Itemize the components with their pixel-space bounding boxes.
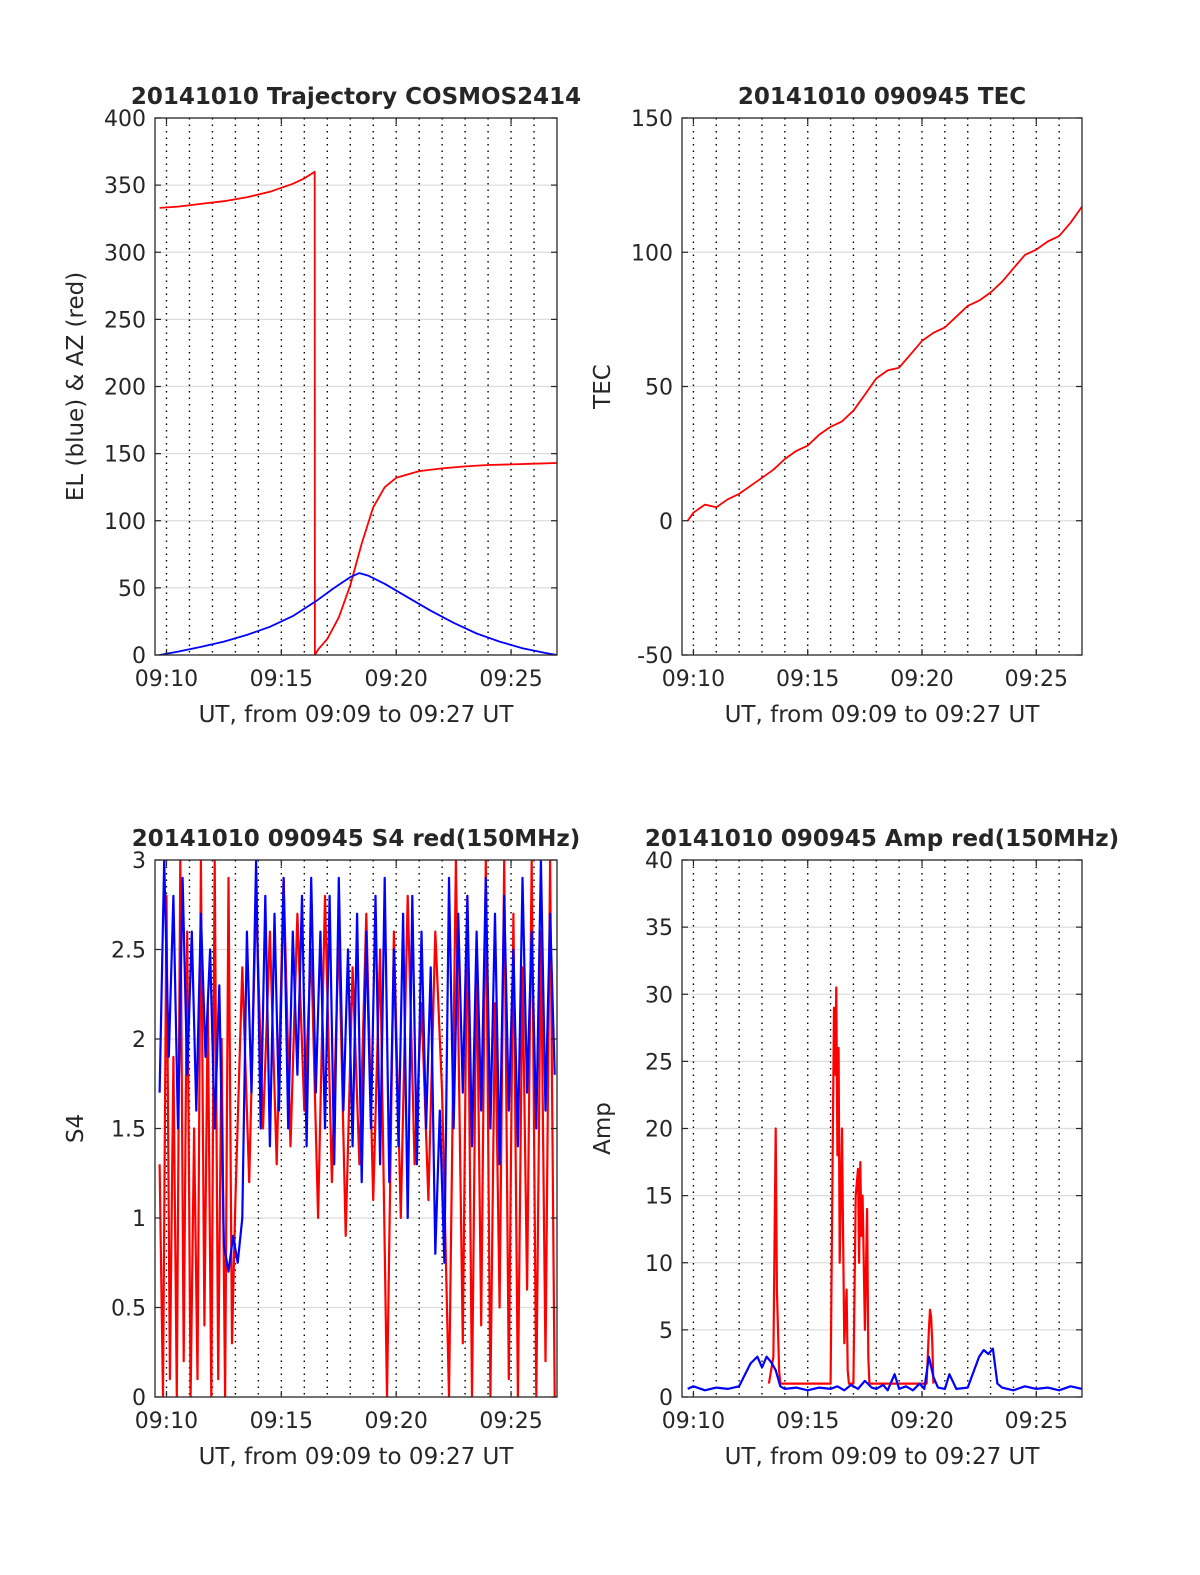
x-axis-label: UT, from 09:09 to 09:27 UT (199, 1444, 515, 1470)
x-tick-label: 09:10 (662, 1409, 725, 1434)
x-tick-label: 09:20 (364, 1409, 427, 1434)
series-line-2 (687, 1347, 1082, 1392)
x-axis-label: UT, from 09:09 to 09:27 UT (199, 702, 515, 728)
y-tick-label: 2 (132, 1028, 146, 1053)
x-tick-label: 09:15 (776, 667, 839, 692)
chart-title: 20141010 090945 TEC (738, 84, 1026, 110)
chart-title: 20141010 090945 S4 red(150MHz) (132, 826, 581, 852)
series-line-2 (158, 860, 556, 1273)
x-tick-label: 09:25 (479, 1409, 542, 1434)
y-tick-label: 25 (645, 1050, 673, 1075)
y-tick-label: 3 (132, 849, 146, 874)
x-tick-label: 09:15 (776, 1409, 839, 1434)
y-axis-label: Amp (590, 1102, 616, 1155)
x-axis-label: UT, from 09:09 to 09:27 UT (725, 702, 1041, 728)
y-tick-label: 150 (104, 443, 146, 468)
chart-panel-3: 0 0.5 1 1.5 2 2.5 3 09:10 09:15 09:20 09:25 2014101… (63, 826, 580, 1470)
x-tick-label: 09:20 (890, 667, 953, 692)
y-tick-label: 10 (645, 1252, 673, 1277)
y-tick-label: 150 (631, 107, 673, 132)
y-tick-label: 350 (104, 174, 146, 199)
series-line-1 (159, 170, 557, 655)
y-tick-label: 30 (645, 983, 673, 1008)
y-tick-label: -50 (637, 644, 673, 669)
y-tick-label: 0 (659, 510, 673, 535)
x-tick-label: 09:10 (135, 1409, 198, 1434)
y-tick-label: 50 (645, 376, 673, 401)
y-tick-label: 20 (645, 1118, 673, 1143)
y-tick-label: 35 (645, 916, 673, 941)
y-axis-label: S4 (63, 1114, 89, 1143)
x-tick-label: 09:15 (250, 667, 313, 692)
y-tick-label: 400 (104, 107, 146, 132)
y-tick-label: 100 (631, 241, 673, 266)
y-tick-label: 2.5 (111, 939, 146, 964)
y-tick-label: 200 (104, 376, 146, 401)
x-tick-label: 09:10 (135, 667, 198, 692)
y-tick-label: 1 (132, 1207, 146, 1232)
chart-title: 20141010 Trajectory COSMOS2414 (131, 84, 581, 110)
x-tick-label: 09:25 (479, 667, 542, 692)
x-tick-label: 09:25 (1005, 667, 1068, 692)
y-tick-label: 0 (132, 644, 146, 669)
chart-title: 20141010 090945 Amp red(150MHz) (645, 826, 1119, 852)
y-tick-label: 100 (104, 510, 146, 535)
chart-panel-1: 0 50 100 150 200 250 300 350 400 09:10 09:15 09:20 0… (63, 84, 581, 728)
y-tick-label: 0.5 (111, 1297, 146, 1322)
y-tick-label: 250 (104, 308, 146, 333)
chart-panel-2: -50 0 50 100 150 09:10 09:15 09:20 09:25 20141010… (590, 84, 1083, 728)
series-line-2 (159, 572, 557, 655)
y-tick-label: 0 (132, 1386, 146, 1411)
x-tick-label: 09:20 (364, 667, 427, 692)
x-tick-label: 09:15 (250, 1409, 313, 1434)
x-axis-label: UT, from 09:09 to 09:27 UT (725, 1444, 1041, 1470)
x-tick-label: 09:25 (1005, 1409, 1068, 1434)
y-tick-label: 300 (104, 241, 146, 266)
x-tick-label: 09:20 (890, 1409, 953, 1434)
chart-panel-4: 0 5 10 15 20 25 30 35 40 09:10 09:15 09:20 09:25 2014… (590, 826, 1119, 1470)
y-tick-label: 40 (645, 849, 673, 874)
y-tick-label: 50 (118, 577, 146, 602)
series-line-1 (686, 206, 1082, 522)
y-axis-label: TEC (590, 364, 616, 410)
x-tick-label: 09:10 (662, 667, 725, 692)
y-tick-label: 1.5 (111, 1118, 146, 1143)
y-tick-label: 0 (659, 1386, 673, 1411)
y-tick-label: 15 (645, 1185, 673, 1210)
series-line-1 (767, 986, 935, 1385)
y-axis-label: EL (blue) & AZ (red) (63, 272, 89, 501)
y-tick-label: 5 (659, 1319, 673, 1344)
